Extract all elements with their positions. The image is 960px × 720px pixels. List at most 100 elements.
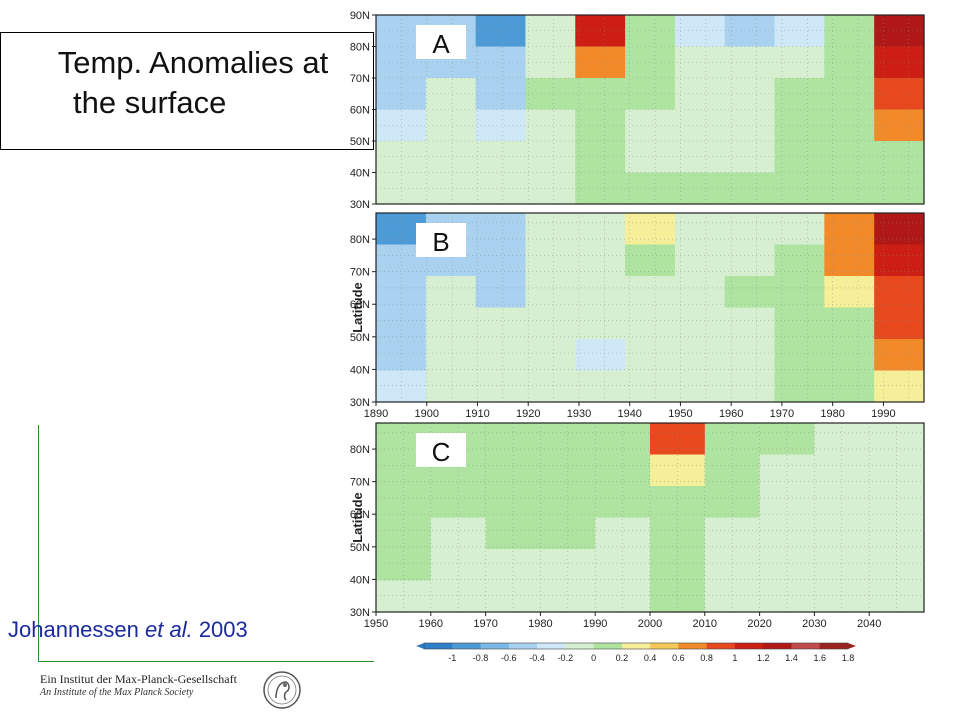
heatmap-cell bbox=[724, 307, 776, 340]
plot-frame bbox=[375, 212, 925, 403]
heatmap-cell bbox=[824, 141, 875, 174]
heatmap-cell bbox=[674, 78, 726, 111]
y-axis-label: Latitude bbox=[350, 282, 365, 333]
heatmap-cell bbox=[540, 423, 596, 456]
heatmap-cell bbox=[475, 307, 527, 340]
x-tick-label: 1950 bbox=[668, 408, 692, 420]
heatmap-cell bbox=[674, 307, 726, 340]
heatmap-cell bbox=[824, 46, 875, 79]
colorbar-frame bbox=[423, 642, 849, 650]
y-tick-label: 40N bbox=[350, 574, 370, 586]
x-tick-label: 1920 bbox=[516, 408, 540, 420]
y-tick-label: 70N bbox=[350, 73, 370, 85]
heatmap-cell bbox=[525, 172, 576, 205]
colorbar-tick-label: 1.6 bbox=[813, 653, 826, 663]
heatmap-cell bbox=[874, 244, 925, 277]
heatmap-cell bbox=[650, 517, 706, 550]
x-tick-label: 1980 bbox=[528, 618, 552, 630]
heatmap-cell bbox=[485, 486, 541, 519]
colorbar-tick-label: 0.6 bbox=[672, 653, 685, 663]
title-box: Temp. Anomalies at the surface bbox=[0, 32, 374, 150]
x-tick-label: 1900 bbox=[414, 408, 438, 420]
heatmap-cell bbox=[774, 109, 825, 142]
y-tick-label: 30N bbox=[350, 607, 370, 619]
title-line-1: Temp. Anomalies at bbox=[57, 45, 329, 80]
colorbar-swatch bbox=[734, 643, 764, 649]
heatmap-cell bbox=[525, 46, 576, 79]
colorbar-tick-label: 1 bbox=[732, 653, 737, 663]
heatmap-cell bbox=[575, 307, 626, 340]
colorbar-swatch bbox=[791, 643, 821, 649]
guide-line-horizontal bbox=[38, 661, 374, 662]
heatmap-cell bbox=[869, 549, 925, 582]
heatmap-cell bbox=[824, 370, 875, 403]
colorbar-swatch bbox=[424, 643, 453, 649]
colorbar-tick-label: 0.4 bbox=[644, 653, 657, 663]
colorbar-arrow-right bbox=[848, 643, 856, 649]
heatmap-cell bbox=[425, 339, 477, 372]
heatmap-cell bbox=[874, 213, 925, 246]
heatmap-cell bbox=[425, 370, 477, 403]
x-tick-label: 1990 bbox=[871, 408, 895, 420]
heatmap-cell bbox=[376, 276, 427, 309]
heatmap-cell bbox=[525, 78, 576, 111]
heatmap-cell bbox=[650, 549, 706, 582]
heatmap-cell bbox=[485, 549, 541, 582]
heatmap-cell bbox=[774, 307, 825, 340]
heatmap-cell bbox=[625, 370, 676, 403]
heatmap-cell bbox=[425, 109, 477, 142]
heatmap-cell bbox=[869, 423, 925, 456]
heatmap-cell bbox=[869, 486, 925, 519]
heatmap-cell bbox=[824, 339, 875, 372]
y-tick-label: 30N bbox=[350, 199, 370, 211]
y-tick-label: 50N bbox=[350, 136, 370, 148]
heatmap-cell bbox=[724, 244, 776, 277]
y-tick-label: 60N bbox=[350, 105, 370, 117]
x-tick-label: 1980 bbox=[820, 408, 844, 420]
heatmap-cell bbox=[625, 172, 676, 205]
heatmap-cell bbox=[874, 370, 925, 403]
heatmap-cell bbox=[625, 213, 676, 246]
x-tick-label: 1950 bbox=[364, 618, 388, 630]
x-tick-label: 2040 bbox=[857, 618, 881, 630]
heatmap-cell bbox=[430, 486, 487, 519]
heatmap-cell bbox=[575, 109, 626, 142]
colorbar-tick-label: 1.4 bbox=[785, 653, 798, 663]
heatmap-cell bbox=[824, 78, 875, 111]
colorbar-tick-label: 0.2 bbox=[616, 653, 629, 663]
colorbar-tick-label: -1 bbox=[448, 653, 456, 663]
heatmap-cell bbox=[525, 307, 576, 340]
heatmap-cell bbox=[724, 339, 776, 372]
citation: Johannessen et al. 2003 bbox=[8, 617, 248, 643]
heatmap-cell bbox=[475, 339, 527, 372]
heatmap-cell bbox=[376, 549, 432, 582]
colorbar: -1 -0.8 -0.6 -0.4 -0.2 0 0.2 0.4 0.6 0.8 1 1.2 1.4 1.… bbox=[416, 642, 856, 663]
colorbar-tick-label: 1.8 bbox=[842, 653, 855, 663]
y-tick-label: 80N bbox=[350, 42, 370, 54]
heatmap-cell bbox=[874, 172, 925, 205]
heatmap-cell bbox=[869, 454, 925, 487]
slide-title: Temp. Anomalies at the surface bbox=[23, 43, 363, 123]
heatmap-cell bbox=[525, 276, 576, 309]
heatmap-cell bbox=[724, 276, 776, 309]
heatmap-cell bbox=[814, 580, 870, 613]
heatmap-cell bbox=[759, 517, 815, 550]
heatmap-cell bbox=[774, 141, 825, 174]
heatmap-cell bbox=[724, 78, 776, 111]
colorbar-swatch bbox=[593, 643, 623, 649]
heatmap-cell bbox=[540, 580, 596, 613]
heatmap-cell bbox=[869, 580, 925, 613]
x-tick-label: 1940 bbox=[617, 408, 641, 420]
footer-institute-de: Ein Institut der Max-Planck-Gesellschaft bbox=[40, 672, 237, 686]
heatmap-cell bbox=[575, 244, 626, 277]
y-tick-label: 80N bbox=[350, 444, 370, 456]
x-tick-label: 1990 bbox=[583, 618, 607, 630]
colorbar-tick-label: -0.4 bbox=[529, 653, 545, 663]
y-tick-label: 80N bbox=[350, 234, 370, 246]
heatmap-cell bbox=[376, 580, 432, 613]
colorbar-swatch bbox=[763, 643, 792, 649]
colorbar-swatch bbox=[452, 643, 481, 649]
heatmap-cell bbox=[724, 15, 776, 48]
y-tick-label: 50N bbox=[350, 542, 370, 554]
